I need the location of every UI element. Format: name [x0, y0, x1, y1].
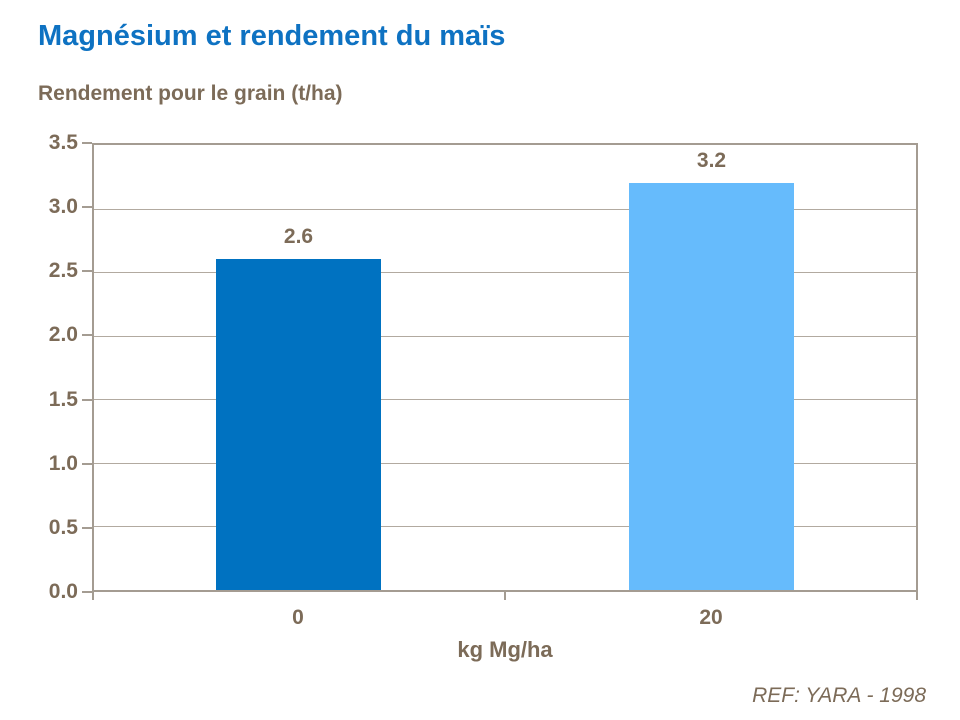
gridline	[94, 272, 916, 274]
bar-group-20: 3.2	[629, 145, 794, 590]
y-tick-label: 2.0	[48, 323, 78, 346]
x-category-label: 0	[292, 606, 304, 629]
x-axis-title: kg Mg/ha	[457, 637, 553, 662]
gridline	[94, 462, 916, 464]
y-tick-mark	[82, 206, 92, 208]
bar-20-kg	[629, 183, 794, 590]
y-tick-mark	[82, 334, 92, 336]
y-axis-unit-subtitle: Rendement pour le grain (t/ha)	[38, 82, 343, 105]
y-tick-mark	[82, 527, 92, 529]
gridline	[94, 526, 916, 528]
y-tick-label: 3.5	[48, 131, 78, 154]
x-tick-mark	[92, 592, 94, 600]
x-category-label: 20	[699, 606, 723, 629]
y-tick-label: 1.0	[48, 452, 78, 475]
y-tick-mark	[82, 399, 92, 401]
y-tick-label: 0.5	[48, 516, 78, 539]
y-tick-mark	[82, 270, 92, 272]
gridline	[94, 335, 916, 337]
y-tick-label: 3.0	[48, 195, 78, 218]
y-tick-mark	[82, 142, 92, 144]
y-tick-mark	[82, 463, 92, 465]
reference-citation: REF: YARA - 1998	[752, 684, 926, 707]
y-tick-label: 1.5	[48, 388, 78, 411]
bar-group-0: 2.6	[216, 145, 381, 590]
x-tick-mark	[916, 592, 918, 600]
y-tick-mark	[82, 591, 92, 593]
plot-area: 2.6 3.2	[92, 143, 918, 592]
x-tick-mark	[504, 592, 506, 600]
chart-title: Magnésium et rendement du maïs	[38, 20, 506, 52]
y-tick-label: 2.5	[48, 259, 78, 282]
gridline	[94, 399, 916, 401]
gridline	[94, 208, 916, 210]
bar-value-label: 2.6	[283, 225, 314, 249]
y-tick-label: 0.0	[48, 580, 78, 603]
bar-value-label: 3.2	[696, 149, 727, 173]
bar-0-kg	[216, 259, 381, 590]
